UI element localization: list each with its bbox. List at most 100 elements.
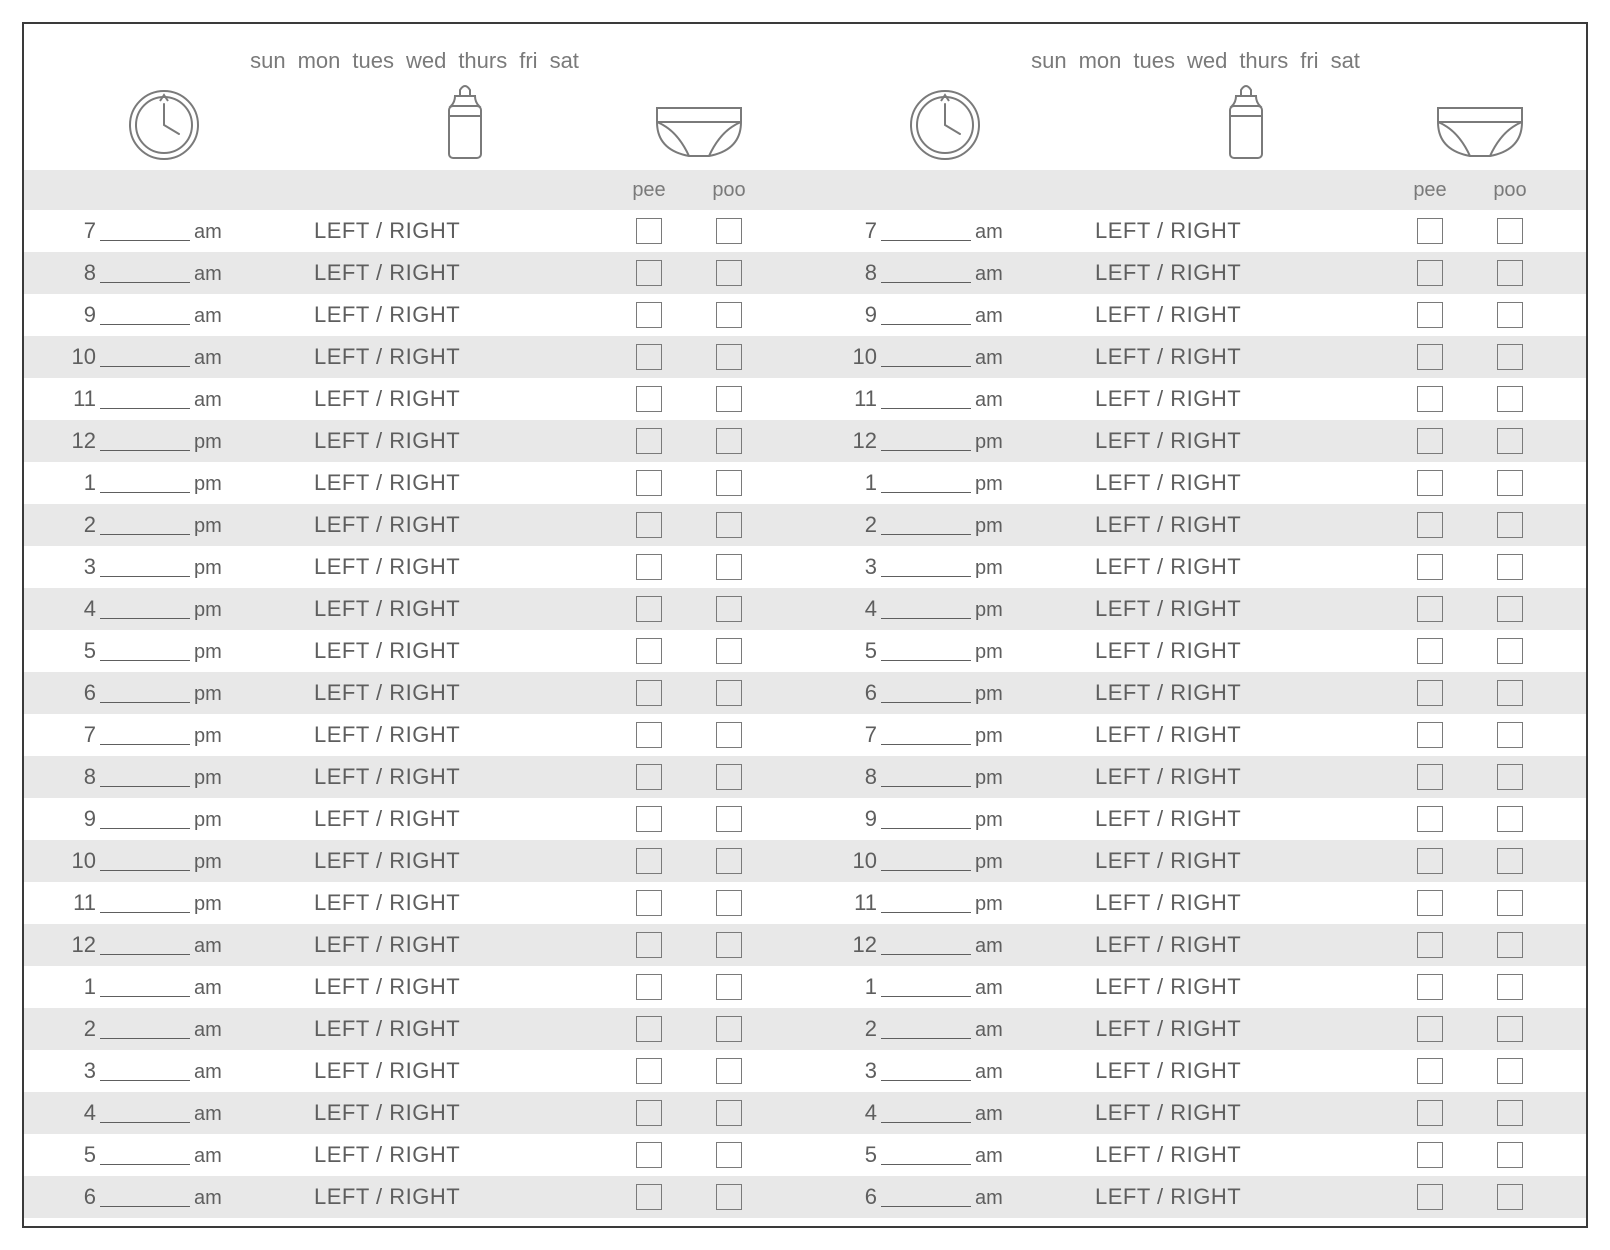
minute-blank[interactable]: [100, 282, 190, 283]
feed-cell[interactable]: LEFT / RIGHT: [1055, 470, 1396, 496]
minute-blank[interactable]: [100, 450, 190, 451]
minute-blank[interactable]: [100, 702, 190, 703]
pee-checkbox[interactable]: [636, 218, 662, 244]
feed-cell[interactable]: LEFT / RIGHT: [274, 848, 615, 874]
minute-blank[interactable]: [100, 492, 190, 493]
poo-checkbox[interactable]: [716, 470, 742, 496]
pee-checkbox[interactable]: [1417, 1142, 1443, 1168]
poo-checkbox[interactable]: [1497, 890, 1523, 916]
minute-blank[interactable]: [881, 240, 971, 241]
minute-blank[interactable]: [100, 240, 190, 241]
minute-blank[interactable]: [100, 744, 190, 745]
poo-checkbox[interactable]: [1497, 428, 1523, 454]
minute-blank[interactable]: [881, 1038, 971, 1039]
poo-checkbox[interactable]: [716, 848, 742, 874]
minute-blank[interactable]: [881, 534, 971, 535]
feed-cell[interactable]: LEFT / RIGHT: [1055, 1016, 1396, 1042]
poo-checkbox[interactable]: [1497, 1184, 1523, 1210]
poo-checkbox[interactable]: [716, 344, 742, 370]
pee-checkbox[interactable]: [1417, 344, 1443, 370]
feed-cell[interactable]: LEFT / RIGHT: [274, 1100, 615, 1126]
minute-blank[interactable]: [881, 1164, 971, 1165]
feed-cell[interactable]: LEFT / RIGHT: [1055, 806, 1396, 832]
poo-checkbox[interactable]: [716, 302, 742, 328]
minute-blank[interactable]: [881, 408, 971, 409]
pee-checkbox[interactable]: [636, 470, 662, 496]
pee-checkbox[interactable]: [636, 596, 662, 622]
feed-cell[interactable]: LEFT / RIGHT: [1055, 218, 1396, 244]
poo-checkbox[interactable]: [1497, 1058, 1523, 1084]
minute-blank[interactable]: [881, 576, 971, 577]
poo-checkbox[interactable]: [1497, 806, 1523, 832]
pee-checkbox[interactable]: [636, 344, 662, 370]
feed-cell[interactable]: LEFT / RIGHT: [274, 764, 615, 790]
minute-blank[interactable]: [100, 1038, 190, 1039]
minute-blank[interactable]: [100, 1122, 190, 1123]
minute-blank[interactable]: [881, 366, 971, 367]
pee-checkbox[interactable]: [1417, 1058, 1443, 1084]
feed-cell[interactable]: LEFT / RIGHT: [274, 302, 615, 328]
pee-checkbox[interactable]: [636, 932, 662, 958]
pee-checkbox[interactable]: [636, 974, 662, 1000]
pee-checkbox[interactable]: [1417, 932, 1443, 958]
feed-cell[interactable]: LEFT / RIGHT: [274, 428, 615, 454]
poo-checkbox[interactable]: [716, 1016, 742, 1042]
minute-blank[interactable]: [100, 954, 190, 955]
poo-checkbox[interactable]: [716, 764, 742, 790]
feed-cell[interactable]: LEFT / RIGHT: [1055, 1100, 1396, 1126]
minute-blank[interactable]: [881, 870, 971, 871]
poo-checkbox[interactable]: [716, 890, 742, 916]
pee-checkbox[interactable]: [1417, 974, 1443, 1000]
minute-blank[interactable]: [881, 450, 971, 451]
pee-checkbox[interactable]: [636, 428, 662, 454]
poo-checkbox[interactable]: [716, 386, 742, 412]
minute-blank[interactable]: [881, 954, 971, 955]
feed-cell[interactable]: LEFT / RIGHT: [274, 554, 615, 580]
minute-blank[interactable]: [881, 744, 971, 745]
poo-checkbox[interactable]: [1497, 932, 1523, 958]
pee-checkbox[interactable]: [1417, 638, 1443, 664]
pee-checkbox[interactable]: [1417, 806, 1443, 832]
minute-blank[interactable]: [881, 786, 971, 787]
feed-cell[interactable]: LEFT / RIGHT: [274, 260, 615, 286]
feed-cell[interactable]: LEFT / RIGHT: [274, 1142, 615, 1168]
pee-checkbox[interactable]: [1417, 386, 1443, 412]
minute-blank[interactable]: [100, 576, 190, 577]
minute-blank[interactable]: [881, 618, 971, 619]
minute-blank[interactable]: [881, 660, 971, 661]
pee-checkbox[interactable]: [636, 638, 662, 664]
pee-checkbox[interactable]: [1417, 1184, 1443, 1210]
poo-checkbox[interactable]: [1497, 302, 1523, 328]
pee-checkbox[interactable]: [1417, 302, 1443, 328]
pee-checkbox[interactable]: [1417, 218, 1443, 244]
pee-checkbox[interactable]: [636, 1142, 662, 1168]
pee-checkbox[interactable]: [1417, 680, 1443, 706]
poo-checkbox[interactable]: [1497, 554, 1523, 580]
pee-checkbox[interactable]: [636, 722, 662, 748]
minute-blank[interactable]: [100, 870, 190, 871]
poo-checkbox[interactable]: [1497, 1142, 1523, 1168]
pee-checkbox[interactable]: [1417, 890, 1443, 916]
pee-checkbox[interactable]: [636, 512, 662, 538]
poo-checkbox[interactable]: [1497, 596, 1523, 622]
pee-checkbox[interactable]: [636, 848, 662, 874]
minute-blank[interactable]: [100, 1080, 190, 1081]
feed-cell[interactable]: LEFT / RIGHT: [1055, 596, 1396, 622]
poo-checkbox[interactable]: [716, 1100, 742, 1126]
minute-blank[interactable]: [100, 1164, 190, 1165]
pee-checkbox[interactable]: [1417, 848, 1443, 874]
feed-cell[interactable]: LEFT / RIGHT: [1055, 890, 1396, 916]
feed-cell[interactable]: LEFT / RIGHT: [1055, 722, 1396, 748]
feed-cell[interactable]: LEFT / RIGHT: [274, 596, 615, 622]
feed-cell[interactable]: LEFT / RIGHT: [1055, 512, 1396, 538]
minute-blank[interactable]: [881, 282, 971, 283]
pee-checkbox[interactable]: [1417, 596, 1443, 622]
poo-checkbox[interactable]: [716, 974, 742, 1000]
feed-cell[interactable]: LEFT / RIGHT: [274, 218, 615, 244]
poo-checkbox[interactable]: [716, 638, 742, 664]
pee-checkbox[interactable]: [636, 1100, 662, 1126]
poo-checkbox[interactable]: [716, 428, 742, 454]
minute-blank[interactable]: [881, 324, 971, 325]
feed-cell[interactable]: LEFT / RIGHT: [1055, 554, 1396, 580]
poo-checkbox[interactable]: [716, 1184, 742, 1210]
